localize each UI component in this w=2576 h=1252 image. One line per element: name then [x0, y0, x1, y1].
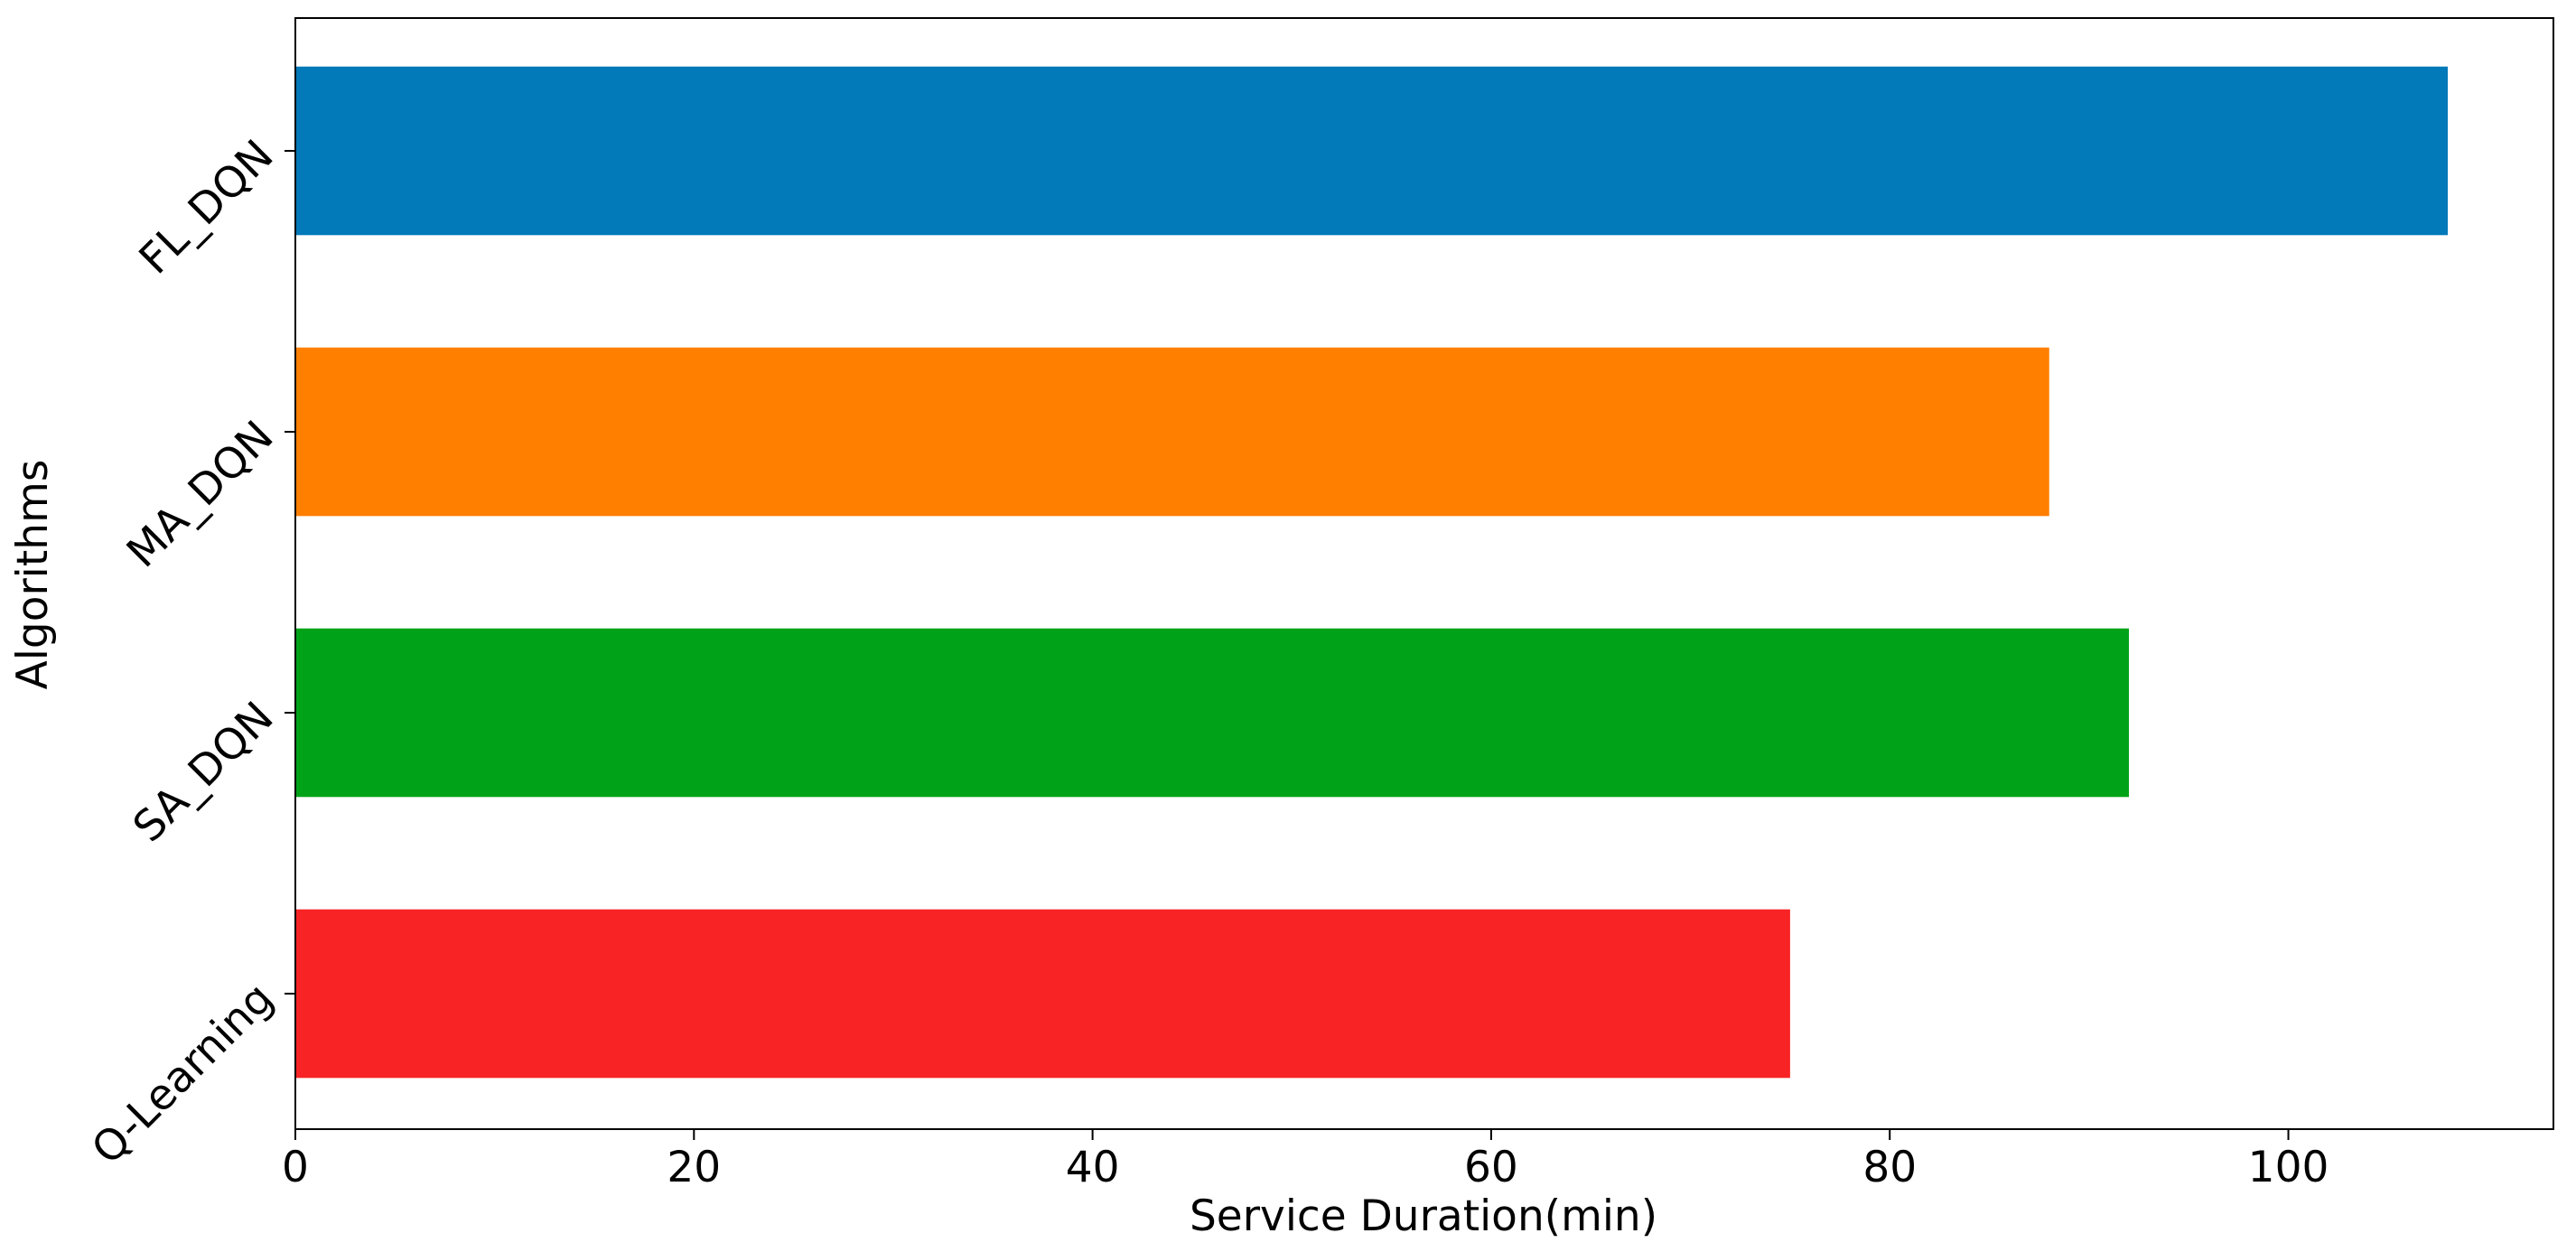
y-tick-label: SA_DQN: [124, 693, 284, 853]
x-tick-label: 80: [1862, 1143, 1917, 1192]
y-tick-label: FL_DQN: [130, 131, 284, 285]
y-tick-label: MA_DQN: [117, 412, 284, 578]
y-axis-label: Algorithms: [8, 460, 58, 690]
bar: [295, 66, 2449, 236]
bar: [295, 628, 2130, 798]
x-tick-label: 60: [1464, 1143, 1518, 1192]
x-tick-label: 100: [2248, 1143, 2329, 1192]
y-tick-label: Q-Learning: [82, 974, 283, 1174]
x-axis-label: Service Duration(min): [1190, 1191, 1657, 1241]
x-tick-label: 0: [282, 1143, 309, 1192]
bar: [295, 909, 1790, 1079]
x-tick-label: 40: [1066, 1143, 1120, 1192]
x-tick-label: 20: [667, 1143, 721, 1192]
bar: [295, 347, 2049, 517]
plot-frame: [294, 17, 2554, 1130]
